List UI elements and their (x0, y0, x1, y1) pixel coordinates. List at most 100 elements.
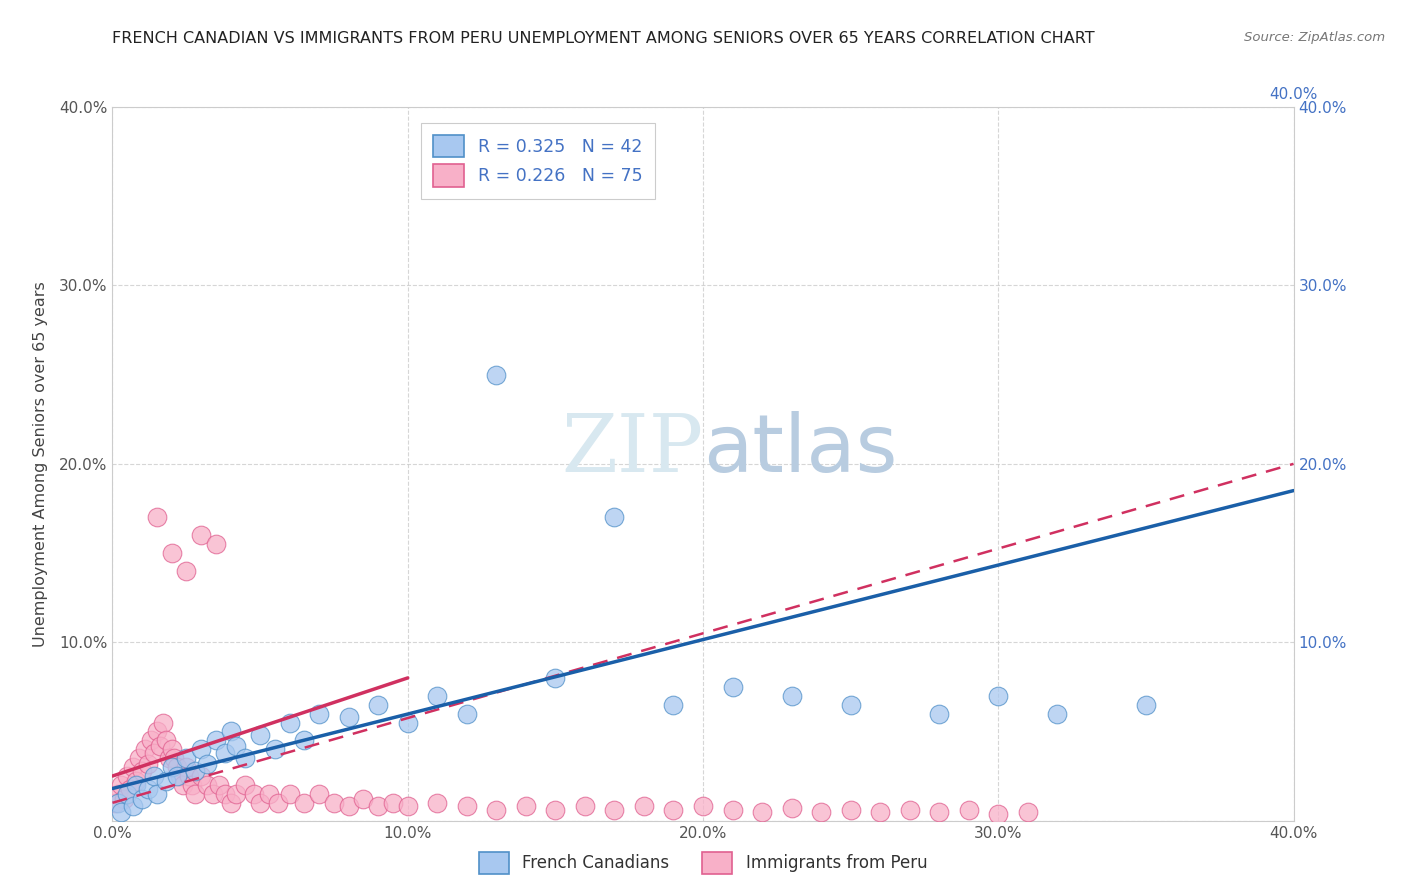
Point (308, 706, 330, 721)
Point (382, 796, 405, 810)
Point (267, 796, 290, 810)
Point (292, 733, 315, 747)
Point (181, 778, 204, 792)
Point (166, 769, 188, 783)
Point (146, 787, 169, 801)
Point (337, 710, 360, 724)
Point (160, 546, 183, 560)
Point (122, 760, 145, 774)
Point (233, 778, 256, 792)
Point (292, 796, 315, 810)
Point (152, 715, 174, 730)
Point (142, 746, 165, 760)
Point (323, 796, 346, 810)
Point (662, 698, 685, 712)
Point (957, 803, 980, 817)
Point (574, 799, 596, 814)
Point (633, 799, 655, 814)
Point (107, 796, 129, 810)
Point (243, 787, 266, 801)
Point (146, 724, 169, 739)
Point (426, 796, 449, 810)
Point (544, 803, 567, 817)
Point (107, 787, 129, 801)
Point (456, 706, 478, 721)
Point (225, 739, 247, 753)
Point (205, 733, 228, 747)
Point (104, 796, 127, 810)
Point (190, 769, 212, 783)
Point (257, 787, 280, 801)
Point (122, 799, 145, 814)
Point (721, 680, 744, 694)
Point (352, 792, 374, 806)
Point (117, 769, 138, 783)
Point (367, 799, 389, 814)
Point (233, 751, 256, 765)
Point (125, 778, 148, 792)
Point (214, 787, 236, 801)
Point (110, 805, 132, 819)
Point (112, 792, 135, 806)
Point (184, 764, 207, 778)
Point (249, 728, 271, 742)
Point (544, 671, 567, 685)
Point (485, 368, 508, 382)
Point (869, 805, 891, 819)
Point (134, 742, 156, 756)
Legend: French Canadians, Immigrants from Peru: French Canadians, Immigrants from Peru (468, 842, 938, 884)
Point (174, 751, 197, 765)
Y-axis label: Unemployment Among Seniors over 65 years: Unemployment Among Seniors over 65 years (32, 281, 48, 647)
Point (184, 787, 207, 801)
Point (190, 528, 212, 542)
Point (160, 760, 183, 774)
Point (208, 778, 231, 792)
Text: FRENCH CANADIAN VS IMMIGRANTS FROM PERU UNEMPLOYMENT AMONG SENIORS OVER 65 YEARS: FRENCH CANADIAN VS IMMIGRANTS FROM PERU … (112, 31, 1095, 46)
Point (219, 724, 242, 739)
Point (174, 564, 197, 578)
Point (751, 805, 773, 819)
Point (205, 537, 228, 551)
Point (214, 746, 236, 760)
Point (603, 510, 626, 524)
Point (169, 769, 191, 783)
Point (396, 799, 419, 814)
Point (839, 803, 862, 817)
Point (128, 751, 150, 765)
Point (839, 698, 862, 712)
Point (172, 778, 194, 792)
Point (139, 733, 162, 747)
Point (160, 742, 183, 756)
Point (136, 756, 159, 771)
Point (225, 787, 247, 801)
Point (110, 778, 132, 792)
Point (219, 796, 242, 810)
Point (337, 799, 360, 814)
Point (149, 739, 172, 753)
Point (201, 787, 224, 801)
Point (1135, 698, 1157, 712)
Point (174, 760, 197, 774)
Point (662, 803, 685, 817)
Point (131, 764, 153, 778)
Point (278, 715, 301, 730)
Point (603, 803, 626, 817)
Point (987, 689, 1010, 703)
Point (249, 796, 271, 810)
Point (142, 769, 165, 783)
Point (810, 805, 832, 819)
Point (367, 698, 389, 712)
Point (136, 781, 159, 796)
Text: ZIP: ZIP (561, 410, 703, 489)
Point (264, 742, 287, 756)
Point (1046, 706, 1069, 721)
Point (780, 689, 803, 703)
Point (515, 799, 537, 814)
Point (195, 756, 218, 771)
Point (692, 799, 714, 814)
Point (1017, 805, 1039, 819)
Point (190, 742, 212, 756)
Text: Source: ZipAtlas.com: Source: ZipAtlas.com (1244, 31, 1385, 45)
Point (278, 787, 301, 801)
Point (155, 774, 177, 789)
